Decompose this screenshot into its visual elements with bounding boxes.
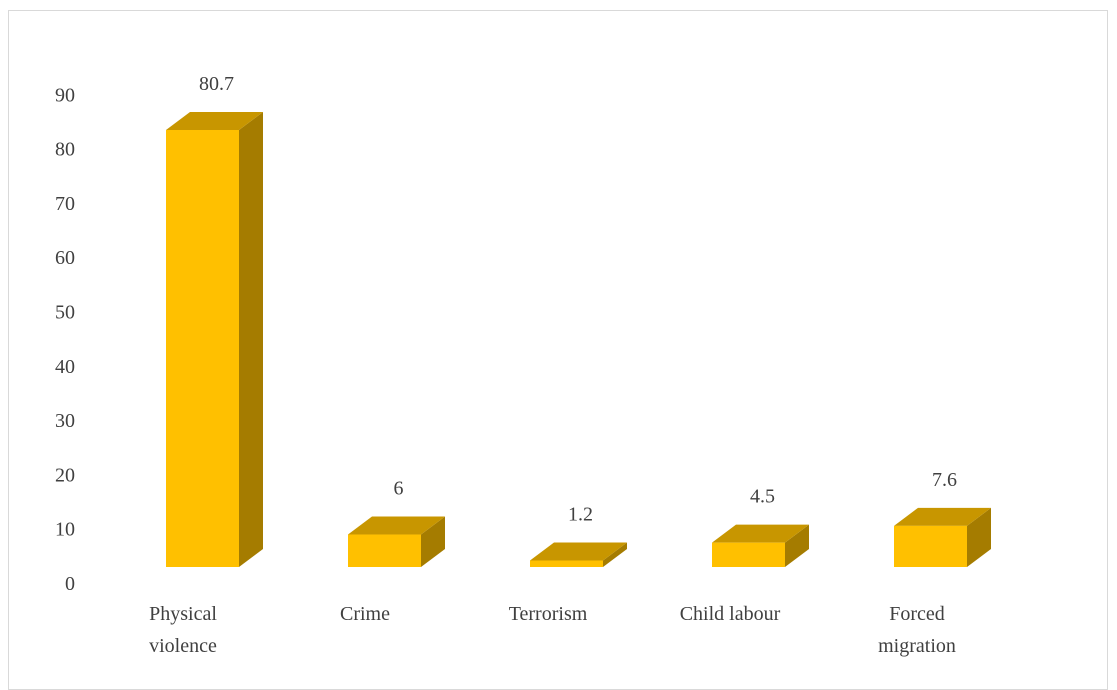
bar [712,524,809,567]
bar [348,516,445,567]
bar-front-face [712,542,785,567]
bar-side-face [239,112,263,567]
y-tick-label: 0 [65,573,75,595]
bar-front-face [894,525,967,567]
bars [166,112,991,567]
bar-top-face [348,516,445,535]
bar-front-face [530,560,603,567]
x-tick-label: Physical [149,603,217,625]
x-axis: Physical violence Crime Terrorism Child labo… [149,603,956,657]
bar-side-face [967,507,991,567]
bar-side-face [785,524,809,567]
x-tick-label: Terrorism [509,603,588,625]
bar-side-face [603,542,627,567]
x-tick-label: violence [149,635,217,657]
data-label: 6 [394,478,404,500]
y-tick-label: 10 [55,519,75,541]
data-label: 4.5 [750,486,775,508]
data-label: 7.6 [932,469,957,491]
y-tick-label: 70 [55,193,75,215]
data-label: 1.2 [568,504,593,526]
y-tick-label: 60 [55,247,75,269]
bar-front-face [348,534,421,567]
bar [530,542,627,567]
data-label: 80.7 [199,73,234,95]
x-tick-label: Forced [889,603,945,625]
bar-top-face [712,524,809,543]
x-tick-label: Child labour [680,603,781,625]
bar [894,507,991,567]
y-tick-label: 30 [55,410,75,432]
data-labels: 80.7 6 1.2 4.5 7.6 [199,73,957,526]
bar-side-face [421,516,445,567]
y-axis: 0 10 20 30 40 50 60 70 80 90 [55,84,75,595]
bar-top-face [166,112,263,130]
bar-top-face [530,542,627,561]
y-tick-label: 40 [55,356,75,378]
x-tick-label: migration [878,635,956,657]
bar-front-face [166,130,239,567]
y-tick-label: 50 [55,302,75,324]
y-tick-label: 20 [55,464,75,486]
y-tick-label: 90 [55,84,75,106]
x-tick-label: Crime [340,603,390,625]
y-tick-label: 80 [55,139,75,161]
bar-top-face [894,507,991,526]
bar [166,112,263,567]
bar-chart: 0 10 20 30 40 50 60 70 80 90 80.7 6 1.2 4.5 7.6 Physi… [55,73,991,657]
